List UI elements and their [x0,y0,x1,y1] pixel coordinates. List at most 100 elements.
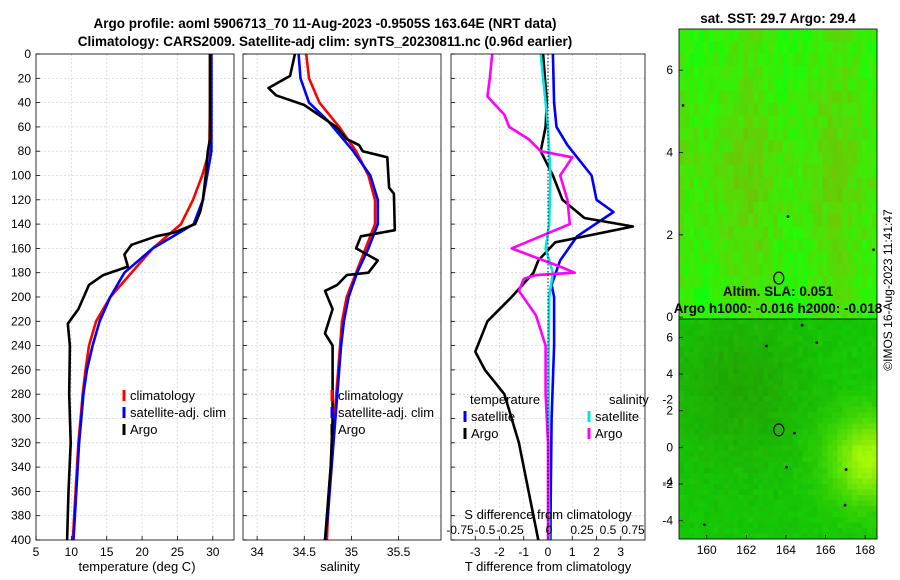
map-cell [683,29,690,42]
map-cell [792,528,799,534]
map-cell [768,407,774,413]
map-cell [822,379,828,386]
map-cell [872,263,878,277]
map-cell [758,300,764,314]
map-cell [778,401,784,408]
map-cell [807,467,814,474]
map-cell [837,29,843,42]
map-cell [763,500,769,507]
map-cell [872,226,878,240]
map-cell [842,53,848,67]
map-cell [852,401,858,408]
map-cell [758,363,764,369]
map-cell [827,434,833,441]
map-cell [847,379,853,386]
map-cell [763,335,769,342]
map-cell [743,401,749,408]
map-cell [693,533,700,540]
map-cell [748,385,754,391]
map-cell [738,276,744,289]
map-cell [703,276,710,289]
map-cell [738,462,744,468]
map-cell [693,140,700,153]
map-cell [847,517,853,523]
map-cell [718,288,724,302]
map-cell [763,495,769,501]
map-cell [827,276,833,289]
map-cell [807,495,814,501]
map-cell [837,434,843,441]
map-cell [713,152,719,166]
map-cell [713,127,719,141]
map-cell [842,478,848,485]
map-cell [792,41,799,55]
map-cell [867,335,873,342]
map-cell [817,189,823,203]
map-cell [763,368,769,375]
map-cell [867,103,873,116]
map-cell [728,451,734,457]
map-cell [847,484,853,490]
map-cell [812,324,818,331]
map-cell [723,506,729,512]
map-cell [787,478,794,485]
map-cell [872,451,878,457]
map-cell [688,78,695,92]
map-cell [758,189,764,203]
map-cell [862,528,868,534]
map-cell [807,251,814,265]
map-cell [822,506,828,512]
map-cell [852,484,858,490]
map-cell [713,511,719,518]
map-cell [778,263,784,277]
map-cell [872,363,878,369]
map-cell [852,335,858,342]
map-cell [837,401,843,408]
map-cell [787,115,794,129]
map-cell [718,352,724,358]
map-cell [763,251,769,265]
map-cell [847,53,853,67]
map-cell [753,276,759,289]
map-cell [683,189,690,203]
map-cell [822,528,828,534]
map-cell [847,533,853,540]
map-cell [837,177,843,190]
map-cell [773,164,779,178]
map-cell [837,103,843,116]
map-cell [718,368,724,375]
map-cell [832,226,838,240]
map-cell [763,53,769,67]
map-cell [822,352,828,358]
map-cell [872,522,878,529]
map-cell [758,288,764,302]
map-cell [852,341,858,347]
map-cell [773,407,779,413]
map-cell [723,511,729,518]
map-cell [748,467,754,474]
map-cell [723,177,729,190]
map-cell [703,341,710,347]
map-cell [867,189,873,203]
map-cell [738,324,744,331]
map-cell [797,29,804,42]
map-cell [733,500,739,507]
map-cell [827,412,833,419]
map-cell [718,29,724,42]
map-cell [807,517,814,523]
map-cell [693,53,700,67]
map-cell [708,251,715,265]
map-cell [847,412,853,419]
map-cell [753,396,759,402]
map-cell [787,412,794,419]
map-cell [862,412,868,419]
map-cell [728,226,734,240]
map-cell [718,346,724,353]
map-cell [862,407,868,413]
map-cell [713,478,719,485]
map-cell [743,251,749,265]
map-cell [703,152,710,166]
map-cell [837,90,843,104]
map-cell [852,385,858,391]
map-cell [728,445,734,452]
